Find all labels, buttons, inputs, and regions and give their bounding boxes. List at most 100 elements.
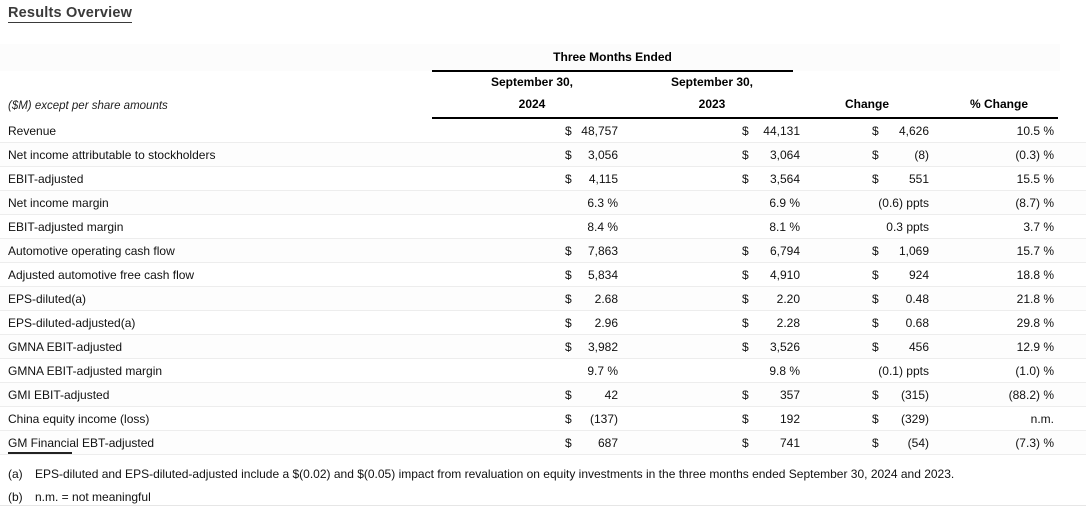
cell-pct-change: n.m. [954, 412, 1054, 426]
dollar-sign: $ [872, 339, 879, 354]
dollar-sign: $ [742, 171, 749, 186]
cell-value: (0.1) ppts [878, 363, 929, 378]
cell-2024: $2.68 [565, 292, 618, 306]
dollar-sign: $ [565, 315, 572, 330]
cell-value: 3,982 [587, 339, 618, 354]
cell-2023: $192 [742, 412, 800, 426]
table-row: EPS-diluted(a) $2.68 $2.20 $0.48 21.8 % [0, 287, 1086, 311]
dollar-sign: $ [565, 435, 572, 450]
cell-2023: $357 [742, 388, 800, 402]
cell-2024: 9.7 % [565, 364, 618, 378]
cell-pct-change: (88.2) % [954, 388, 1054, 402]
cell-2024: $4,115 [565, 172, 618, 186]
cell-value: 0.48 [905, 291, 929, 306]
footnote-a: (a) EPS-diluted and EPS-diluted-adjusted… [8, 467, 1078, 481]
table-row: EBIT-adjusted $4,115 $3,564 $551 15.5 % [0, 167, 1086, 191]
cell-value: 2.96 [594, 315, 618, 330]
dollar-sign: $ [872, 315, 879, 330]
table-row: EBIT-adjusted margin 8.4 % 8.1 % 0.3 ppts 3.… [0, 215, 1086, 239]
dollar-sign: $ [742, 147, 749, 162]
column-header-change: Change [844, 97, 889, 111]
footnote-text: n.m. = not meaningful [35, 490, 151, 504]
cell-pct-change: 15.7 % [954, 244, 1054, 258]
cell-2024: $687 [565, 436, 618, 450]
cell-value: 18.8 % [1016, 267, 1054, 282]
cell-value: (8) [914, 147, 929, 162]
cell-value: 48,757 [581, 123, 618, 138]
cell-2023: $2.20 [742, 292, 800, 306]
table-row: Net income attributable to stockholders $… [0, 143, 1086, 167]
cell-value: (0.3) % [1015, 147, 1054, 162]
cell-value: 15.5 % [1016, 171, 1054, 186]
cell-2023: $4,910 [742, 268, 800, 282]
cell-value: 9.7 % [587, 363, 618, 378]
cell-value: n.m. [1030, 411, 1054, 426]
row-label: Net income margin [8, 195, 109, 210]
dollar-sign: $ [872, 387, 879, 402]
table-row: GMI EBIT-adjusted $42 $357 $ (315) (88.2) % [0, 383, 1086, 407]
cell-value: 4,115 [588, 171, 618, 186]
dollar-sign: $ [565, 123, 572, 138]
cell-value: 44,131 [763, 123, 800, 138]
results-table-body: Revenue $48,757 $44,131 $4,626 10.5 % Net inc… [0, 119, 1086, 455]
row-label: China equity income (loss) [8, 411, 150, 426]
cell-value: (54) [907, 435, 929, 450]
dollar-sign: $ [742, 267, 749, 282]
cell-change: (0.1) ppts [872, 364, 929, 378]
row-label: Automotive operating cash flow [8, 243, 175, 258]
cell-change: $ (329) [872, 412, 929, 426]
cell-value: 10.5 % [1016, 123, 1054, 138]
cell-pct-change: 3.7 % [954, 220, 1054, 234]
table-row: Revenue $48,757 $44,131 $4,626 10.5 % [0, 119, 1086, 143]
unit-note: ($M) except per share amounts [8, 100, 168, 112]
cell-value: 0.68 [905, 315, 929, 330]
cell-value: 9.8 % [769, 363, 800, 378]
cell-2024: $ (137) [565, 412, 618, 426]
cell-2024: $3,982 [565, 340, 618, 354]
column-group-header: Three Months Ended [553, 50, 672, 64]
cell-pct-change: 29.8 % [954, 316, 1054, 330]
column-header-2024-month: September 30, [490, 75, 574, 89]
cell-value: 2.28 [776, 315, 800, 330]
cell-value: 3,564 [769, 171, 800, 186]
dollar-sign: $ [565, 267, 572, 282]
cell-2024: $2.96 [565, 316, 618, 330]
cell-value: (8.7) % [1015, 195, 1054, 210]
row-label: GMI EBIT-adjusted [8, 387, 110, 402]
dollar-sign: $ [565, 171, 572, 186]
cell-change: $4,626 [872, 124, 929, 138]
dollar-sign: $ [565, 339, 572, 354]
cell-pct-change: (8.7) % [954, 196, 1054, 210]
cell-change: $456 [872, 340, 929, 354]
row-label: GM Financial EBT-adjusted [8, 435, 155, 450]
cell-2023: 6.9 % [742, 196, 800, 210]
cell-value: 456 [908, 339, 929, 354]
cell-value: 3,526 [769, 339, 800, 354]
cell-2023: $3,526 [742, 340, 800, 354]
row-label: EBIT-adjusted [8, 171, 84, 186]
dollar-sign: $ [742, 435, 749, 450]
row-label: Adjusted automotive free cash flow [8, 267, 195, 282]
cell-value: 42 [604, 387, 618, 402]
cell-pct-change: 21.8 % [954, 292, 1054, 306]
cell-value: 4,626 [898, 123, 929, 138]
dollar-sign: $ [872, 243, 879, 258]
cell-value: 5,834 [587, 267, 618, 282]
footnote-marker: (a) [8, 467, 23, 481]
page-title: Results Overview [8, 5, 133, 23]
cell-pct-change: 12.9 % [954, 340, 1054, 354]
three-months-ended-underline [432, 70, 793, 72]
cell-2023: $3,564 [742, 172, 800, 186]
table-row: GM Financial EBT-adjusted $687 $741 $ (54) (7… [0, 431, 1086, 455]
cell-value: 21.8 % [1016, 291, 1054, 306]
table-row: China equity income (loss) $ (137) $192 $ (32… [0, 407, 1086, 431]
cell-pct-change: 15.5 % [954, 172, 1054, 186]
cell-value: 741 [779, 435, 800, 450]
cell-value: 924 [908, 267, 929, 282]
table-row: Automotive operating cash flow $7,863 $6,7… [0, 239, 1086, 263]
dollar-sign: $ [565, 243, 572, 258]
cell-change: $1,069 [872, 244, 929, 258]
table-row: GMNA EBIT-adjusted $3,982 $3,526 $456 12.9 % [0, 335, 1086, 359]
cell-2023: $6,794 [742, 244, 800, 258]
cell-2023: $44,131 [742, 124, 800, 138]
